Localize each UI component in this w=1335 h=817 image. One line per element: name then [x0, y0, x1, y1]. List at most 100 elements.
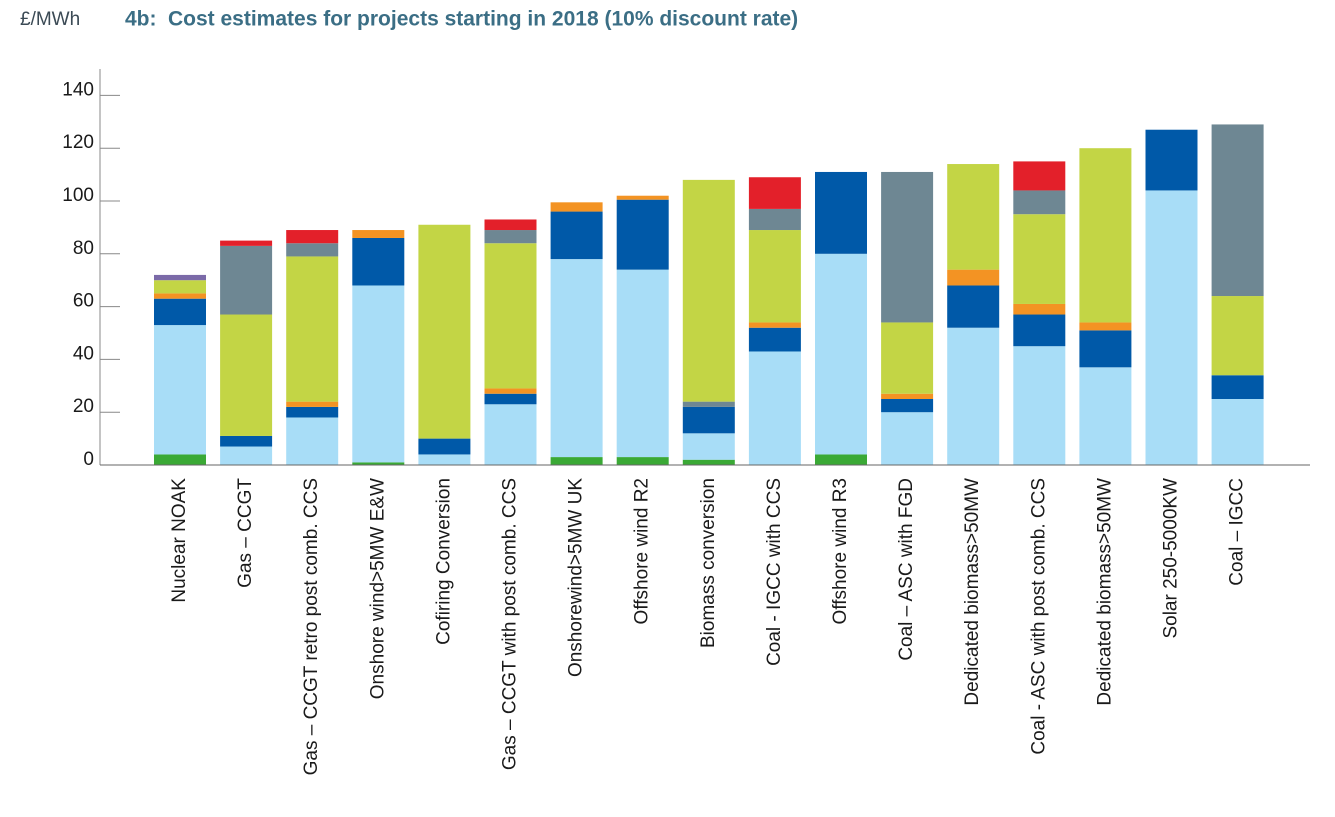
bar-segment: [616, 457, 669, 465]
bar-segment: [682, 179, 735, 402]
bar-segment: [748, 208, 801, 231]
chart-title: Cost estimates for projects starting in …: [168, 8, 798, 31]
bar-segment: [484, 388, 537, 394]
x-tick-label: Coal - IGCC with CCS: [764, 478, 785, 666]
y-tick-label: 20: [73, 396, 94, 417]
x-tick-label: Gas – CCGT with post comb. CCS: [500, 478, 521, 770]
bar-segment: [154, 454, 206, 465]
bar-segment: [418, 454, 471, 465]
bar-segment: [616, 269, 669, 458]
y-tick-label: 140: [62, 79, 94, 100]
x-tick-label: Solar 250-5000KW: [1161, 478, 1182, 639]
x-tick-label: Coal – IGCC: [1227, 478, 1248, 586]
x-tick-label: Nuclear NOAK: [169, 478, 190, 603]
bar-segment: [748, 177, 801, 209]
bar-segment: [947, 285, 1000, 328]
bar-segment: [881, 322, 934, 394]
bar-segment: [286, 417, 339, 465]
x-tick-label: Dedicated biomass>50MW: [1094, 478, 1115, 706]
y-tick-label: 0: [83, 449, 94, 470]
bar-segment: [1013, 303, 1066, 315]
x-tick-label: Gas – CCGT: [235, 478, 256, 588]
x-tick-label: Gas – CCGT retro post comb. CCS: [301, 478, 322, 775]
bar-segment: [682, 406, 735, 434]
bar-segment: [286, 401, 339, 407]
x-tick-label: Offshore wind R3: [830, 478, 851, 624]
bar-segment: [881, 399, 934, 413]
y-tick-label: 100: [62, 185, 94, 206]
bar-segment: [1013, 314, 1066, 347]
bar-segment: [947, 164, 1000, 270]
x-tick-label: Onshore wind>5MW E&W: [367, 478, 388, 699]
bar-segment: [616, 195, 669, 200]
bar-segment: [550, 202, 603, 212]
bar-segment: [484, 230, 537, 244]
bar-segment: [550, 457, 603, 465]
x-tick-label: Onshorewind>5MW UK: [566, 478, 587, 677]
bar-segment: [1079, 330, 1132, 368]
bar-segment: [1211, 375, 1264, 399]
bar-segment: [815, 171, 867, 254]
y-tick-label: 60: [73, 291, 94, 312]
bar-segment: [616, 199, 669, 270]
bar-segment: [682, 459, 735, 465]
x-tick-label: Biomass conversion: [698, 478, 719, 648]
bar-segment: [352, 285, 405, 463]
bar-segment: [484, 243, 537, 389]
bar-segment: [220, 314, 273, 436]
bar-segment: [484, 404, 537, 465]
bar-segment: [1145, 129, 1198, 191]
bar-segment: [748, 327, 801, 352]
bar-segment: [1211, 399, 1264, 465]
bar-segment: [418, 224, 471, 439]
bar-segment: [1079, 148, 1132, 323]
bar-segment: [154, 293, 206, 299]
x-tick-label: Dedicated biomass>50MW: [962, 478, 983, 706]
x-tick-label: Coal - ASC with post comb. CCS: [1028, 478, 1049, 755]
bar-segment: [1145, 190, 1198, 465]
y-tick-label: 80: [73, 238, 94, 259]
bar-segment: [550, 259, 603, 458]
bar-segment: [484, 219, 537, 231]
bar-segment: [352, 462, 405, 465]
bar-segment: [1211, 296, 1264, 376]
bar-segment: [286, 243, 339, 257]
bar-segment: [286, 256, 339, 402]
y-tick-label: 120: [62, 132, 94, 153]
bar-segment: [154, 274, 206, 281]
bar-segment: [748, 322, 801, 328]
title-prefix: 4b:: [125, 8, 157, 31]
bar-segment: [1013, 161, 1066, 191]
bar-segment: [748, 230, 801, 323]
bar-segment: [881, 393, 934, 399]
bar-segment: [1079, 367, 1132, 465]
unit-label: £/MWh: [20, 9, 80, 30]
x-tick-label: Offshore wind R2: [632, 478, 653, 624]
bar-segment: [748, 351, 801, 465]
bar-segment: [1013, 346, 1066, 465]
bar-segment: [352, 237, 405, 286]
bar-segment: [352, 230, 405, 238]
bar-segment: [220, 446, 273, 465]
bar-segment: [947, 269, 1000, 286]
bar-segment: [815, 454, 867, 465]
bar-segment: [1079, 322, 1132, 331]
bar-segment: [550, 211, 603, 260]
x-tick-label: Cofiring Conversion: [433, 478, 454, 645]
bar-segment: [286, 406, 339, 418]
bar-segment: [154, 280, 206, 294]
bar-segment: [154, 298, 206, 326]
bar-segment: [286, 230, 339, 244]
bar-segment: [682, 433, 735, 460]
y-tick-label: 40: [73, 343, 94, 364]
x-tick-label: Coal – ASC with FGD: [896, 478, 917, 661]
bar-segment: [1013, 190, 1066, 215]
bar-segment: [682, 401, 735, 407]
bar-segment: [1211, 124, 1264, 297]
bar-segment: [418, 438, 471, 455]
bar-segment: [815, 253, 867, 455]
bar-segment: [881, 171, 934, 323]
bar-segment: [220, 240, 273, 246]
